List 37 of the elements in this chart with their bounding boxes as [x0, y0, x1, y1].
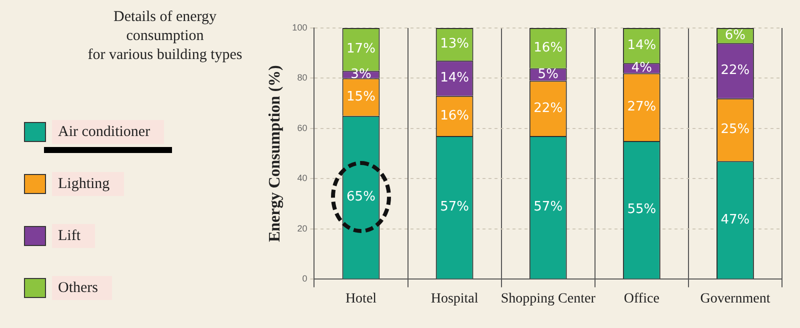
data-label: 3% — [350, 66, 372, 82]
y-axis-title: Energy Consumption (%) — [266, 65, 284, 242]
legend-label: Air conditioner — [52, 120, 164, 144]
data-label: 14% — [627, 38, 656, 53]
data-label: 5% — [538, 66, 558, 82]
y-tick-label: 20 — [297, 223, 308, 234]
data-label: 47% — [720, 212, 750, 228]
data-label: 57% — [440, 200, 470, 215]
data-label: 57% — [534, 200, 563, 215]
data-label: 27% — [627, 100, 656, 115]
data-label: 55% — [627, 202, 656, 218]
y-tick-label: 0 — [302, 274, 308, 284]
x-tick-label: Shopping Center — [500, 291, 596, 306]
y-tick-label: 40 — [297, 173, 308, 184]
x-tick-label: Hospital — [430, 291, 478, 306]
data-label: 6% — [724, 28, 746, 43]
data-label: 15% — [346, 89, 376, 104]
x-tick-label: Government — [700, 291, 770, 306]
data-label: 22% — [720, 63, 750, 78]
y-tick-label: 100 — [292, 22, 308, 32]
legend-title: Details of energy consumption for various building types — [86, 8, 244, 65]
x-tick-label: Hotel — [345, 291, 377, 306]
y-tick-label: 60 — [297, 122, 308, 133]
data-label: 14% — [440, 70, 470, 86]
x-tick-label: Office — [624, 291, 660, 306]
data-label: 22% — [534, 100, 563, 116]
data-label: 13% — [440, 36, 470, 52]
legend-label: Lift — [52, 224, 94, 248]
y-tick-label: 80 — [297, 72, 308, 83]
legend-label: Others — [52, 276, 112, 300]
data-label: 25% — [720, 122, 750, 138]
legend-label: Lighting — [52, 172, 124, 196]
data-label: 4% — [631, 60, 652, 76]
data-label: 16% — [534, 40, 563, 56]
data-label: 65% — [346, 190, 376, 205]
data-label: 16% — [440, 108, 470, 124]
data-label: 17% — [346, 42, 376, 57]
